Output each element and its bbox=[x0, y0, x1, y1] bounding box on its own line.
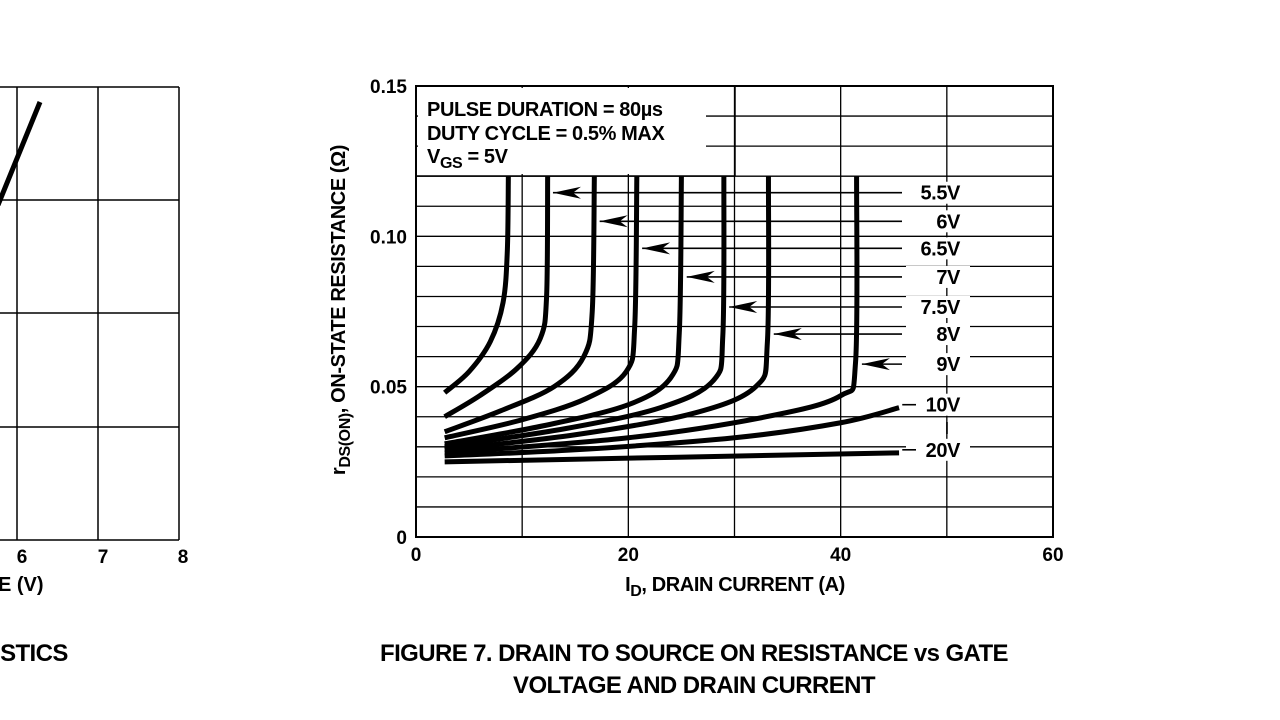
x-tick-label: 0 bbox=[411, 545, 422, 566]
left-x-tick: 8 bbox=[178, 547, 189, 568]
x-tick-label: 40 bbox=[830, 545, 851, 566]
series-labels: 5.5V 6V 6.5V 7V 7.5V 8V 9V 10V 20V bbox=[920, 183, 961, 462]
series-label-bg bbox=[906, 181, 970, 204]
series-arrows bbox=[552, 186, 948, 451]
tick-labels: 0 20 40 60 0 0.05 0.10 0.15 bbox=[370, 77, 1064, 566]
y-tick-label: 0.15 bbox=[370, 77, 407, 98]
x-axis-label: ID, DRAIN CURRENT (A) bbox=[625, 574, 845, 600]
series-curve-7V bbox=[444, 176, 684, 447]
series-label-bg bbox=[906, 393, 970, 416]
series-label: 10V bbox=[926, 395, 961, 417]
plot-frame bbox=[415, 85, 1054, 538]
series-label-bg bbox=[906, 237, 970, 260]
series-label: 6V bbox=[936, 211, 961, 233]
left-caption-fragment: ISTICS bbox=[0, 640, 68, 667]
series-label-bg bbox=[906, 353, 970, 376]
series-label-bg bbox=[906, 323, 970, 346]
series-curve-5V bbox=[443, 176, 511, 395]
x-tick-label: 60 bbox=[1042, 545, 1063, 566]
series-label: 5.5V bbox=[920, 183, 961, 205]
series-label: 20V bbox=[926, 440, 961, 462]
series-curve-7-5V bbox=[444, 176, 727, 450]
arrow-head bbox=[642, 242, 671, 255]
y-tick-label: 0.05 bbox=[370, 378, 407, 399]
series-label: 7.5V bbox=[920, 297, 961, 319]
series-curve-20V bbox=[444, 450, 900, 465]
x-tick-label: 20 bbox=[618, 545, 639, 566]
series-label-bg bbox=[906, 210, 970, 233]
left-chart-fragment bbox=[0, 86, 180, 541]
arrow-head bbox=[773, 328, 802, 341]
annotation-pulse: PULSE DURATION = 80µs bbox=[427, 99, 663, 121]
series-curve-8V bbox=[444, 176, 772, 453]
series-curve-5-5V bbox=[443, 176, 551, 419]
y-tick-label: 0 bbox=[396, 528, 407, 549]
series-label: 6.5V bbox=[920, 238, 961, 260]
left-x-tick: 7 bbox=[98, 547, 109, 568]
arrow-head bbox=[861, 358, 890, 371]
series-curve-9V bbox=[444, 176, 860, 456]
left-x-axis-label: E (V) bbox=[0, 574, 44, 596]
figure-caption-line2: VOLTAGE AND DRAIN CURRENT bbox=[513, 672, 875, 699]
series-label-bg bbox=[906, 295, 970, 318]
series-curve-6V bbox=[443, 176, 597, 435]
arrow-head bbox=[686, 270, 715, 283]
annotation-vgs: VGS = 5V bbox=[427, 146, 509, 172]
series-label: 7V bbox=[936, 267, 961, 289]
left-x-tick: 6 bbox=[17, 547, 28, 568]
figure-caption-line1: FIGURE 7. DRAIN TO SOURCE ON RESISTANCE … bbox=[380, 640, 1008, 667]
y-axis-label: rDS(ON), ON-STATE RESISTANCE (Ω) bbox=[328, 145, 354, 475]
y-tick-label: 0.10 bbox=[370, 227, 407, 248]
series-curve-6-5V bbox=[444, 176, 640, 441]
arrow-head bbox=[729, 300, 758, 313]
series-curves bbox=[443, 176, 900, 465]
left-chart-curve bbox=[0, 101, 43, 206]
series-label: 9V bbox=[936, 354, 961, 376]
arrow-head bbox=[552, 186, 581, 199]
conditions-box-bg bbox=[418, 88, 706, 174]
series-label-bg bbox=[906, 265, 970, 288]
series-curve-10V bbox=[444, 405, 900, 459]
annotation-duty: DUTY CYCLE = 0.5% MAX bbox=[427, 123, 665, 145]
arrow-head bbox=[599, 215, 628, 228]
series-label: 8V bbox=[936, 324, 961, 346]
series-label-bg bbox=[906, 438, 970, 461]
